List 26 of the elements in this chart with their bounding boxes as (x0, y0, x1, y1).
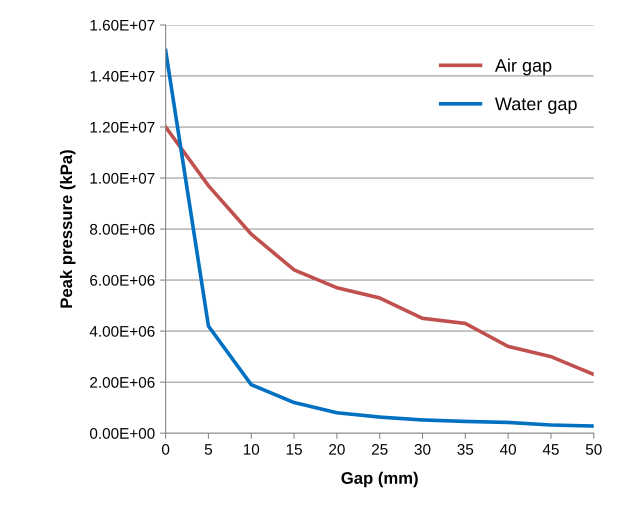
x-tick-label: 0 (162, 444, 170, 455)
x-tick-label: 5 (204, 444, 212, 455)
x-tick-label: 50 (586, 444, 602, 455)
legend-label: Water gap (494, 98, 577, 114)
y-tick-label: 1.60E+07 (90, 20, 154, 31)
legend-label: Air gap (494, 58, 552, 76)
x-tick-label: 20 (329, 444, 345, 455)
y-tick-label: 1.00E+07 (90, 172, 154, 184)
x-tick-label: 15 (286, 444, 302, 455)
y-tick-label: 1.40E+07 (90, 70, 154, 82)
x-tick-label: 30 (414, 444, 430, 455)
line-series (166, 48, 594, 428)
y-tick-label: 4.00E+06 (90, 326, 155, 337)
x-tick-label: 25 (372, 444, 388, 455)
y-tick-label: 2.00E+06 (90, 377, 155, 388)
line-series (166, 125, 594, 376)
x-axis-title: Gap (mm) (341, 472, 418, 488)
y-tick-label: 6.00E+06 (90, 274, 155, 286)
y-tick-label: 0.00E+00 (90, 428, 155, 439)
x-tick-label: 45 (542, 444, 559, 455)
x-tick-label: 35 (457, 444, 474, 455)
y-tick-label: 1.20E+07 (90, 122, 154, 133)
y-axis-title: Peak pressure (kPa) (60, 150, 76, 308)
x-tick-label: 40 (500, 444, 516, 455)
x-tick-label: 10 (244, 444, 260, 455)
y-tick-label: 8.00E+06 (90, 224, 155, 235)
